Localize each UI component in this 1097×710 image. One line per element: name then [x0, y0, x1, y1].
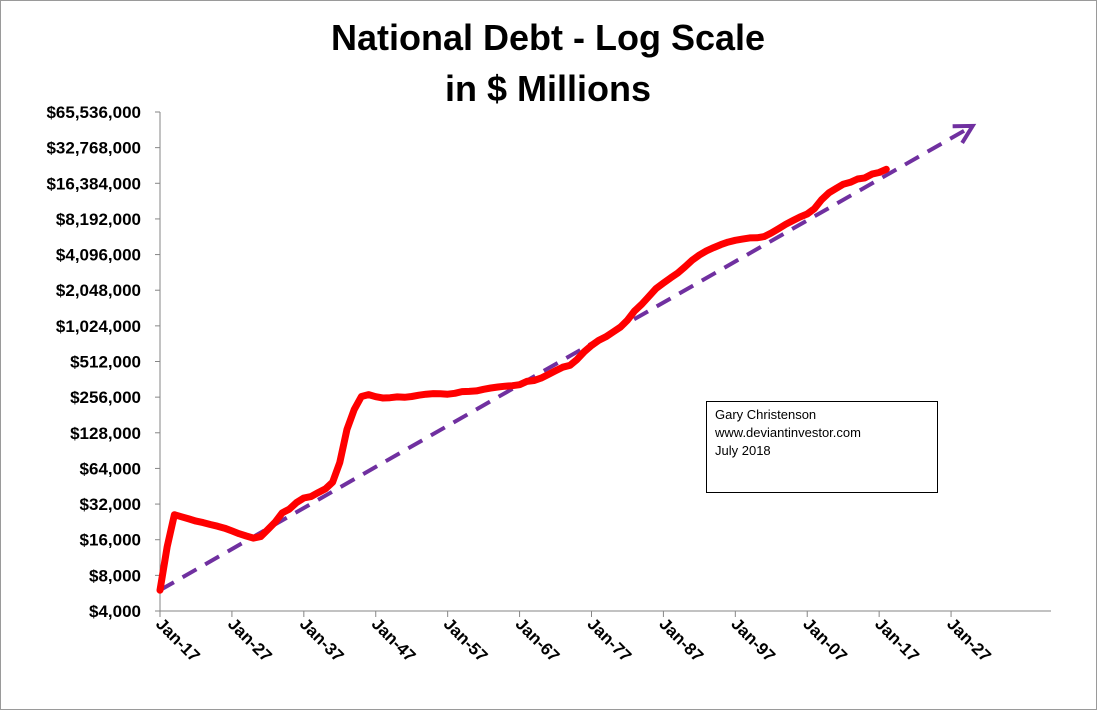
chart-subtitle: in $ Millions [445, 68, 651, 109]
x-tick-label: Jan-67 [512, 614, 564, 666]
y-tick-label: $1,024,000 [56, 317, 141, 336]
x-axis-labels: Jan-17 Jan-27 Jan-37 Jan-47 Jan-57 Jan-67 Jan-… [152, 614, 995, 666]
x-tick-label: Jan-17 [871, 614, 923, 666]
x-tick-label: Jan-87 [655, 614, 707, 666]
y-tick-label: $32,768,000 [46, 139, 141, 158]
annotation-date: July 2018 [715, 443, 771, 458]
x-tick-label: Jan-07 [799, 614, 851, 666]
y-tick-label: $4,000 [89, 602, 141, 621]
trend-arrowhead [952, 123, 977, 144]
x-tick-label: Jan-17 [152, 614, 204, 666]
y-tick-label: $64,000 [80, 459, 141, 478]
series-layer [156, 123, 977, 594]
chart-title: National Debt - Log Scale [331, 17, 765, 58]
x-tick-label: Jan-97 [727, 614, 779, 666]
y-tick-label: $8,192,000 [56, 210, 141, 229]
y-tick-label: $128,000 [70, 424, 141, 443]
y-tick-label: $16,000 [80, 531, 141, 550]
x-tick-label: Jan-27 [224, 614, 276, 666]
x-tick-label: Jan-77 [584, 614, 636, 666]
axes [155, 111, 1051, 617]
y-tick-label: $4,096,000 [56, 246, 141, 265]
y-axis-labels: $4,000 $8,000 $16,000 $32,000 $64,000 $128,00… [46, 103, 141, 621]
y-tick-label: $512,000 [70, 353, 141, 372]
y-tick-label: $65,536,000 [46, 103, 141, 122]
trend-line [159, 124, 974, 592]
x-tick-label: Jan-37 [296, 614, 348, 666]
annotation-website: www.deviantinvestor.com [715, 425, 861, 440]
x-tick-label: Jan-27 [943, 614, 995, 666]
y-tick-label: $16,384,000 [46, 174, 141, 193]
y-tick-label: $32,000 [80, 495, 141, 514]
y-tick-label: $256,000 [70, 388, 141, 407]
debt-line [156, 165, 890, 594]
annotation-author: Gary Christenson [715, 407, 817, 422]
x-tick-label: Jan-47 [368, 614, 420, 666]
x-tick-label: Jan-57 [440, 614, 492, 666]
y-tick-label: $2,048,000 [56, 281, 141, 300]
y-tick-label: $8,000 [89, 566, 141, 585]
annotation-box: Gary Christenson www.deviantinvestor.com… [706, 401, 938, 493]
